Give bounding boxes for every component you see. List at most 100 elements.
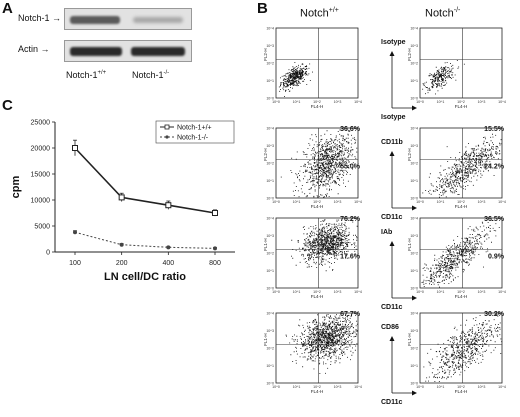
flow-y-axis-label: FL1-H [407,333,412,346]
flow-plot-frame [275,27,359,99]
tick-label: 10^2 [266,252,274,256]
data-point [212,210,218,216]
tick-label: 10^0 [272,200,280,204]
tick-label: 10^3 [334,385,342,389]
blot-strip-notch1 [64,8,192,30]
tick-label: 10^2 [266,347,274,351]
tick-label: 10^1 [266,364,274,368]
tick-label: 10^1 [266,179,274,183]
marker-y-label: Isotype [381,39,406,46]
marker-y-label: CD86 [381,324,399,331]
blot-strip-actin [64,40,192,62]
flow-plot-wt-3: 10^010^0 10^1 10^1 10^2 10^2 10^3 10^3 10^4 10^4… [263,216,362,299]
flow-x-axis-label: FL4-H [455,389,468,394]
tick-label: 10^3 [410,329,418,333]
legend-label: Notch-1-/- [177,135,209,142]
y-tick-label: 10000 [31,198,51,205]
flow-plot-ko-4: 10^010^0 10^1 10^1 10^2 10^2 10^3 10^3 10^4 10^4… [407,311,506,394]
tick-label: 10^3 [266,234,274,238]
marker-x-label: CD11c [381,399,403,406]
western-blot-panel: Notch-1 → Actin → Notch-1+/+ Notch-1-/- [0,0,250,95]
upper-quadrant-percentage: 15.5% [484,126,505,133]
tick-label: 10^3 [334,290,342,294]
flow-y-axis-label: FL1-H [407,238,412,251]
tick-label: 10^2 [313,200,321,204]
arrow-up-icon [389,51,395,56]
tick-label: 10^4 [410,127,418,131]
tick-label: 10^0 [416,290,424,294]
tick-label: 10^4 [354,200,362,204]
tick-label: 10^2 [457,200,465,204]
marker-x-label: Isotype [381,114,406,121]
tick-label: 10^2 [457,290,465,294]
flow-plot-ko-2: 10^010^0 10^1 10^1 10^2 10^2 10^3 10^3 10^4 10^4… [407,126,506,209]
tick-label: 10^1 [437,200,445,204]
data-point [165,202,172,209]
tick-label: 10^1 [437,100,445,104]
blot-lane-label-ko: Notch-1-/- [132,70,170,80]
tick-label: 10^1 [410,179,418,183]
tick-label: 10^1 [293,200,301,204]
tick-label: 10^4 [410,312,418,316]
tick-label: 10^4 [410,217,418,221]
blot-row-label-notch1: Notch-1 → [18,13,62,23]
arrow-right-icon [412,105,417,111]
tick-label: 10^3 [410,234,418,238]
flow-plot-ko-1: 10^010^0 10^1 10^1 10^2 10^2 10^3 10^3 10^4 10^4… [407,27,506,110]
upper-quadrant-percentage: 36.6% [340,126,361,133]
flow-y-axis-label: FL1-H [263,238,268,251]
tick-label: 10^0 [410,97,418,101]
tick-label: 10^4 [498,385,506,389]
tick-label: 10^3 [266,44,274,48]
tick-label: 10^0 [272,385,280,389]
flow-plot-frame [419,27,503,99]
tick-label: 10^2 [410,62,418,66]
flow-column-header-wt: Notch+/+ [300,7,339,20]
y-tick-label: 25000 [31,120,51,127]
tick-label: 10^0 [416,200,424,204]
blot-band [70,16,120,24]
tick-label: 10^4 [266,217,274,221]
flow-y-axis-label: FL2-H [263,48,268,61]
tick-label: 10^1 [410,364,418,368]
tick-label: 10^2 [410,347,418,351]
panel-letter-a: A [2,0,13,17]
tick-label: 10^2 [313,100,321,104]
tick-label: 10^1 [266,79,274,83]
flow-x-axis-label: FL4-H [311,104,324,109]
tick-label: 10^2 [266,62,274,66]
tick-label: 10^3 [478,385,486,389]
upper-quadrant-percentage: 30.2% [484,311,505,318]
data-point [73,230,77,235]
tick-label: 10^4 [354,385,362,389]
arrow-right-icon [412,295,417,301]
blot-band [133,17,183,23]
x-tick-label: 400 [162,260,174,267]
series-line-2 [74,231,216,249]
y-tick-label: 0 [46,250,50,257]
flow-plot-wt-1: 10^010^0 10^1 10^1 10^2 10^2 10^3 10^3 10^4 10^4… [263,27,362,110]
tick-label: 10^0 [416,385,424,389]
panel-letter-b: B [257,0,268,17]
legend-marker [164,124,170,130]
legend-label: Notch-1+/+ [177,125,212,132]
tick-label: 10^3 [478,290,486,294]
marker-axes-2: CD11b CD11c [381,139,417,221]
flow-x-axis-label: FL4-H [311,204,324,209]
series-line-1 [74,147,216,214]
tick-label: 10^1 [293,100,301,104]
tick-label: 10^0 [416,100,424,104]
tick-label: 10^4 [354,100,362,104]
tick-label: 10^4 [266,312,274,316]
tick-label: 10^2 [410,162,418,166]
tick-label: 10^4 [354,290,362,294]
tick-label: 10^0 [266,287,274,291]
flow-events [422,133,502,198]
legend-marker [165,135,169,139]
upper-quadrant-percentage: 36.5% [484,216,505,223]
tick-label: 10^4 [266,27,274,31]
tick-label: 10^3 [334,200,342,204]
lower-quadrant-percentage: 24.2% [484,164,505,171]
flow-events [278,62,313,97]
